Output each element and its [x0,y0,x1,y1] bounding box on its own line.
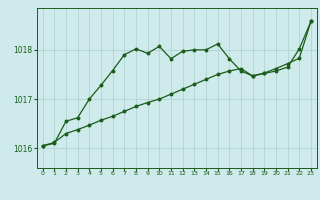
Text: Graphe pression niveau de la mer (hPa): Graphe pression niveau de la mer (hPa) [59,185,261,194]
